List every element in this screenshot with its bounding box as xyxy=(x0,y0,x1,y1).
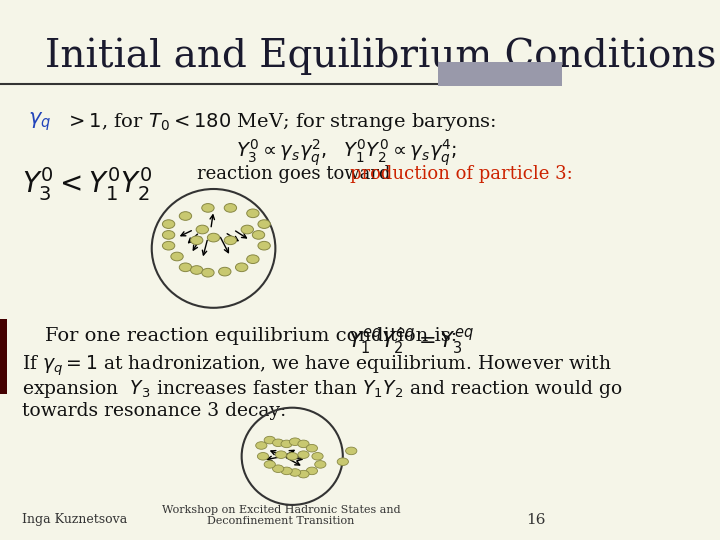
Ellipse shape xyxy=(202,204,214,212)
Text: Inga Kuznetsova: Inga Kuznetsova xyxy=(22,514,127,526)
Ellipse shape xyxy=(264,436,275,444)
Ellipse shape xyxy=(247,209,259,218)
Ellipse shape xyxy=(191,236,203,245)
Ellipse shape xyxy=(275,451,287,458)
FancyBboxPatch shape xyxy=(0,319,6,394)
Ellipse shape xyxy=(281,467,292,475)
Text: $Y_3^0 < Y_1^0 Y_2^0$: $Y_3^0 < Y_1^0 Y_2^0$ xyxy=(22,165,153,202)
Ellipse shape xyxy=(306,444,318,452)
Ellipse shape xyxy=(247,255,259,264)
Text: towards resonance 3 decay:: towards resonance 3 decay: xyxy=(22,402,287,420)
Ellipse shape xyxy=(273,439,284,447)
Ellipse shape xyxy=(337,458,348,465)
Ellipse shape xyxy=(163,231,175,239)
Ellipse shape xyxy=(241,225,253,234)
Ellipse shape xyxy=(163,241,175,250)
Ellipse shape xyxy=(235,263,248,272)
Ellipse shape xyxy=(258,241,270,250)
Text: $> 1$, for $T_0 < 180$ MeV; for strange baryons:: $> 1$, for $T_0 < 180$ MeV; for strange … xyxy=(65,111,496,133)
Ellipse shape xyxy=(257,453,269,460)
Ellipse shape xyxy=(202,268,214,277)
Text: production of particle 3:: production of particle 3: xyxy=(350,165,573,183)
Ellipse shape xyxy=(281,440,292,448)
Ellipse shape xyxy=(346,447,357,455)
Text: $Y_3^0 \propto \gamma_s \gamma_q^2,\ \ Y_1^0 Y_2^0 \propto \gamma_s \gamma_q^4;$: $Y_3^0 \propto \gamma_s \gamma_q^2,\ \ Y… xyxy=(236,138,457,168)
Ellipse shape xyxy=(207,233,220,242)
Ellipse shape xyxy=(298,451,309,458)
Ellipse shape xyxy=(287,453,298,460)
Ellipse shape xyxy=(298,440,309,448)
Text: For one reaction equilibrium condition is:: For one reaction equilibrium condition i… xyxy=(45,327,457,345)
Text: 16: 16 xyxy=(526,512,545,526)
Ellipse shape xyxy=(252,231,265,239)
Ellipse shape xyxy=(298,470,309,478)
Ellipse shape xyxy=(312,453,323,460)
Ellipse shape xyxy=(306,467,318,475)
Ellipse shape xyxy=(258,220,270,228)
Ellipse shape xyxy=(224,204,237,212)
Ellipse shape xyxy=(191,266,203,274)
Ellipse shape xyxy=(289,438,301,446)
Ellipse shape xyxy=(219,267,231,276)
Text: $\gamma_q$: $\gamma_q$ xyxy=(28,111,51,133)
Ellipse shape xyxy=(264,461,275,468)
Ellipse shape xyxy=(256,442,267,449)
Ellipse shape xyxy=(179,263,192,272)
Ellipse shape xyxy=(196,225,209,234)
Ellipse shape xyxy=(315,461,326,468)
Text: reaction goes toward: reaction goes toward xyxy=(197,165,396,183)
Ellipse shape xyxy=(179,212,192,220)
Ellipse shape xyxy=(224,236,237,245)
Text: expansion  $Y_3$ increases faster than $Y_1 Y_2$ and reaction would go: expansion $Y_3$ increases faster than $Y… xyxy=(22,378,623,400)
Ellipse shape xyxy=(273,465,284,472)
Text: If $\gamma_q = 1$ at hadronization, we have equilibrium. However with: If $\gamma_q = 1$ at hadronization, we h… xyxy=(22,354,612,378)
Text: Initial and Equilibrium Conditions: Initial and Equilibrium Conditions xyxy=(45,38,716,75)
Text: Workshop on Excited Hadronic States and
Deconfinement Transition: Workshop on Excited Hadronic States and … xyxy=(162,505,400,526)
Ellipse shape xyxy=(171,252,183,261)
Text: $Y_1^{eq} Y_2^{eq} = Y_3^{eq}$: $Y_1^{eq} Y_2^{eq} = Y_3^{eq}$ xyxy=(348,327,474,357)
FancyBboxPatch shape xyxy=(438,62,562,86)
Ellipse shape xyxy=(163,220,175,228)
Ellipse shape xyxy=(289,469,301,476)
